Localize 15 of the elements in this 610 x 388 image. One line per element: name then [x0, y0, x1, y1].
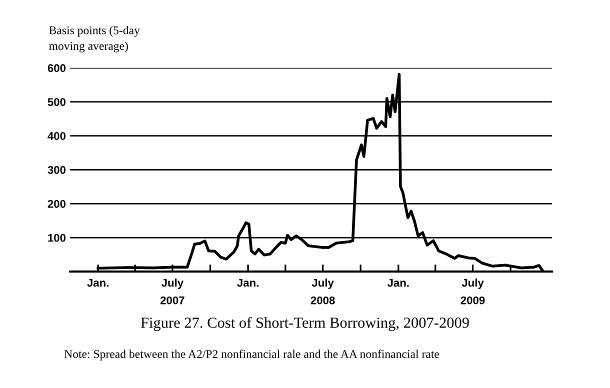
x-tick-label: Jan.: [387, 278, 409, 287]
text: Figure 27. Cost of Short-Term Borrowing, 2007-2009: [140, 316, 469, 332]
x-tick-label: Jan.: [87, 278, 108, 287]
x-tick-label: Jan.: [237, 278, 258, 287]
text: Note: Spread between the A2/P2 nonfinancial rale and the AA nonfinancial rate: [64, 350, 440, 360]
y-tick-label: 600: [48, 64, 66, 72]
y-tick-label: 500: [48, 98, 66, 106]
y-tick-label: 300: [48, 166, 66, 174]
x-tick-label: July 2007: [160, 278, 184, 304]
y-tick-label: 100: [48, 234, 66, 242]
x-tick-label: July 2008: [310, 278, 335, 304]
y-axis-title: Basis points (5-day moving average): [49, 26, 140, 52]
y-tick-label: 400: [48, 132, 66, 140]
x-tick-label: July 2009: [460, 278, 485, 304]
y-tick-label: 200: [48, 200, 66, 208]
